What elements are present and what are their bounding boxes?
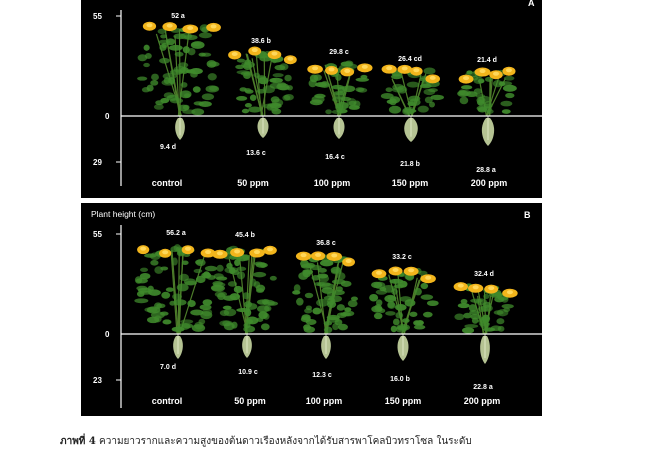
shoot-label-50ppm: 38.6 b — [251, 38, 271, 45]
panel-letter: A — [528, 0, 535, 8]
root-label-150ppm: 21.8 b — [400, 161, 420, 168]
plant-photo-a1 — [228, 46, 297, 138]
root-label-50ppm: 10.9 c — [238, 369, 258, 376]
panel-b-graphic: Plant height (cm) 55 0 23 B 56.2 a 45.4 … — [91, 209, 542, 408]
tick-label-zero: 0 — [105, 330, 110, 339]
treatment-label-150ppm: 150 ppm — [385, 396, 422, 406]
treatment-label-150ppm: 150 ppm — [392, 178, 429, 188]
caption-prefix: ภาพที่ 4 — [60, 436, 96, 447]
tick-label-top: 55 — [93, 230, 102, 239]
y-axis-label: Plant height (cm) — [91, 209, 155, 219]
root-label-200ppm: 28.8 a — [476, 167, 496, 174]
figure-caption: ภาพที่ 4 ความยาวรากและความสูงของต้นดาวเร… — [60, 434, 472, 449]
shoot-label-200ppm: 21.4 d — [477, 57, 497, 64]
root-label-150ppm: 16.0 b — [390, 376, 410, 383]
tick-label-top: 55 — [93, 12, 102, 21]
figure-panel-a: 55 0 29 A 52 a 38.6 b 29.8 c 26.4 cd 21.… — [81, 0, 542, 198]
treatment-label-100ppm: 100 ppm — [306, 396, 343, 406]
root-label-50ppm: 13.6 c — [246, 150, 266, 157]
plant-photo-b3 — [369, 266, 439, 361]
treatment-label-control: control — [152, 396, 183, 406]
plant-photo-b2 — [292, 251, 358, 359]
root-label-100ppm: 12.3 c — [312, 372, 332, 379]
shoot-label-150ppm: 33.2 c — [392, 254, 412, 261]
treatment-label-200ppm: 200 ppm — [464, 396, 501, 406]
treatment-label-control: control — [152, 178, 183, 188]
treatment-label-50ppm: 50 ppm — [234, 396, 266, 406]
plant-photo-b4 — [453, 282, 518, 364]
plant-photo-b1 — [210, 245, 279, 358]
plants-a — [137, 21, 517, 146]
root-label-200ppm: 22.8 a — [473, 384, 493, 391]
plant-photo-a2 — [307, 60, 373, 139]
root-label-100ppm: 16.4 c — [325, 154, 345, 161]
panel-letter: B — [524, 210, 531, 220]
plant-photo-b0 — [134, 244, 218, 359]
root-label-control: 9.4 d — [160, 144, 176, 151]
tick-label-root: 29 — [93, 158, 102, 167]
plants-b — [134, 244, 518, 364]
plant-photo-a0 — [137, 21, 221, 140]
panel-a-graphic: 55 0 29 A 52 a 38.6 b 29.8 c 26.4 cd 21.… — [93, 0, 542, 188]
shoot-label-50ppm: 45.4 b — [235, 232, 255, 239]
tick-label-root: 23 — [93, 376, 102, 385]
shoot-label-150ppm: 26.4 cd — [398, 56, 422, 63]
shoot-label-control: 56.2 a — [166, 230, 186, 237]
root-label-control: 7.0 d — [160, 364, 176, 371]
plant-photo-a4 — [457, 66, 517, 146]
figure-panel-b: Plant height (cm) 55 0 23 B 56.2 a 45.4 … — [81, 203, 542, 416]
shoot-label-100ppm: 36.8 c — [316, 240, 336, 247]
treatment-label-100ppm: 100 ppm — [314, 178, 351, 188]
shoot-label-200ppm: 32.4 d — [474, 271, 494, 278]
plant-photo-a3 — [380, 64, 445, 142]
tick-label-zero: 0 — [105, 112, 110, 121]
treatment-label-200ppm: 200 ppm — [471, 178, 508, 188]
caption-text: ความยาวรากและความสูงของต้นดาวเรืองหลังจา… — [99, 436, 472, 447]
shoot-label-100ppm: 29.8 c — [329, 49, 349, 56]
shoot-label-control: 52 a — [171, 13, 185, 20]
treatment-label-50ppm: 50 ppm — [237, 178, 269, 188]
